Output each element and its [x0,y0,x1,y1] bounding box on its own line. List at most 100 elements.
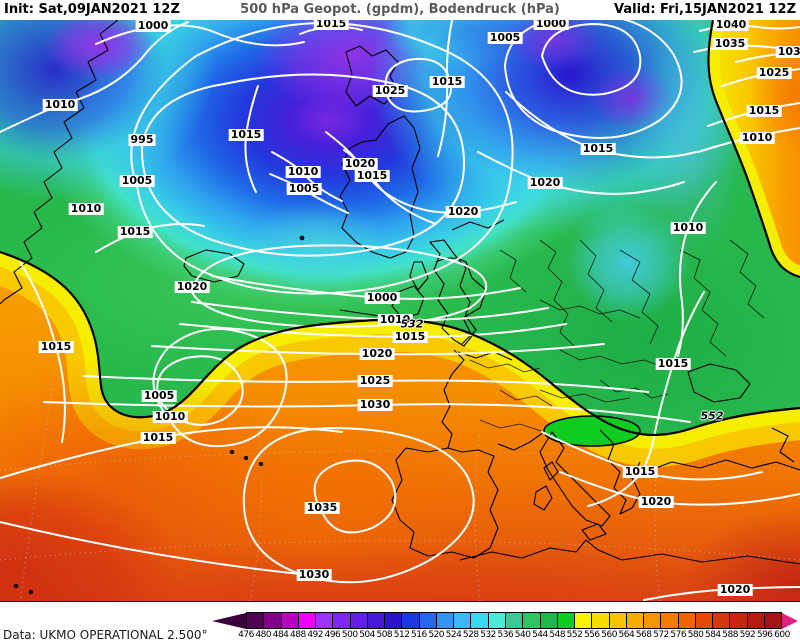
isobar-label: 1005 [487,31,523,44]
isobar-label: 1030 [296,568,332,581]
colorbar-cell [281,613,299,628]
isobar-label: 1010 [285,165,321,178]
colorbar-tick-label: 492 [307,630,323,640]
colorbar-cell [264,613,282,628]
caspian-coast [771,427,795,463]
isobar-label: 1000 [364,291,400,304]
isobar-label: 1000 [135,20,171,32]
madeira-island [13,583,19,589]
colorbar-cell [713,613,731,628]
colorbar-tick-label: 596 [756,630,773,640]
colorbar-tick-label: 512 [393,630,410,640]
colorbar: 476 480 484 488 492 496 500 504 508 512 516 520 524 5… [212,612,798,642]
colorbar-cell [471,613,489,628]
colorbar-cell [402,613,420,628]
credits-block: Data: UKMO OPERATIONAL 2.500° (C) Wetter… [3,603,208,642]
canary-island [28,589,34,595]
colorbar-cell [575,613,593,628]
colorbar-cell [626,613,645,628]
geopotential-contour-label: 552 [700,409,724,423]
colorbar-cell [333,613,351,628]
azores-island [243,455,249,461]
data-source-label: Data: UKMO OPERATIONAL 2.500° [3,628,208,642]
colorbar-cell [247,613,265,628]
colorbar-tick-label: 500 [341,630,358,640]
colorbar-cell [298,613,317,628]
colorbar-cell [436,613,455,628]
isobar-label: 1025 [372,84,408,97]
isobar-label: 1010 [670,221,706,234]
channel-coast [457,351,513,361]
colorbar-cell [695,613,714,628]
colorbar-cell [419,613,437,628]
colorbar-tick-label: 496 [324,630,341,640]
isobar-label: 1015 [392,330,428,343]
colorbar-tick-label: 544 [532,630,548,640]
italy-green-pocket [543,415,641,447]
gulf-of-finland-coast [451,219,505,231]
colorbar-tick-label: 572 [653,630,669,640]
isobar-label: 1015 [354,169,390,182]
colorbar-cell [488,613,506,628]
contour-552-northeast [707,20,800,279]
isobar-label: 1035 [304,501,340,514]
isobar-label: 1035 [712,37,748,50]
south-france-coast [497,431,545,451]
map-label-layer: 1000 1015 1005 1000 1040 1035 1030 1025 1010 1025… [0,20,800,601]
isobar-label: 1015 [140,431,176,444]
france-atlantic-coast [441,349,465,449]
colorbar-cell [505,613,524,628]
isobar-label: 1000 [533,20,569,30]
colorbar-tick-label: 600 [774,630,790,640]
colorbar-tick-label: 524 [445,630,462,640]
corsica-coast [543,461,559,481]
header-bar: Init: Sat,09JAN2021 12Z 500 hPa Geopot. … [0,0,800,20]
contour-552-main [0,250,800,437]
denmark-coast [409,261,429,291]
colorbar-tick-label: 484 [272,630,289,640]
isobar-label: 1020 [445,205,481,218]
turkey-coast [649,459,800,471]
greenland-coast [0,20,119,305]
colorbar-tick-label: 528 [462,630,479,640]
isobar-label: 1015 [622,465,658,478]
colorbar-cell [747,613,765,628]
isobar-label: 1015 [580,142,616,155]
colorbar-left-arrow [212,612,246,629]
graticule [0,339,800,601]
colorbar-tick-labels: 476 480 484 488 492 496 500 504 508 512 516 520 524 5… [238,630,790,641]
colorbar-bar [212,612,798,629]
colorbar-tick-label: 592 [739,630,756,640]
isobar-label: 1010 [377,313,413,326]
isobar-label: 1020 [717,583,753,596]
isobar-label: 1015 [746,104,782,117]
colorbar-tick-label: 552 [566,630,583,640]
colorbar-tick-label: 476 [238,630,254,640]
baltic-coast [435,257,487,345]
colorbar-tick-label: 480 [255,630,272,640]
colorbar-tick-label: 580 [687,630,704,640]
azores-island [258,461,264,467]
sardinia-coast [533,485,553,511]
weather-map: 1000 1015 1005 1000 1040 1035 1030 1025 1010 1025… [0,20,800,601]
isobar-label: 1010 [68,202,104,215]
isobar-label: 1010 [739,131,775,144]
isobar-label: 1010 [42,98,78,111]
colorbar-tick-label: 536 [497,630,514,640]
colorbar-cell [661,613,679,628]
italy-coast [539,431,611,527]
colorbar-tick-label: 548 [549,630,566,640]
colorbar-cell [350,613,368,628]
isobar-label: 1015 [228,128,264,141]
isobar-label: 1020 [174,280,210,293]
colorbar-tick-label: 556 [583,630,600,640]
isobar-label: 1020 [342,157,378,170]
valid-time-label: Valid: Fri,15JAN2021 12Z [613,2,796,17]
colorbar-cell [540,613,558,628]
weather-map-graphic [0,20,800,601]
init-time-label: Init: Sat,09JAN2021 12Z [4,2,180,17]
colorbar-tick-label: 588 [722,630,738,640]
isobar-label: 1025 [357,374,393,387]
colorbar-tick-label: 564 [618,630,635,640]
